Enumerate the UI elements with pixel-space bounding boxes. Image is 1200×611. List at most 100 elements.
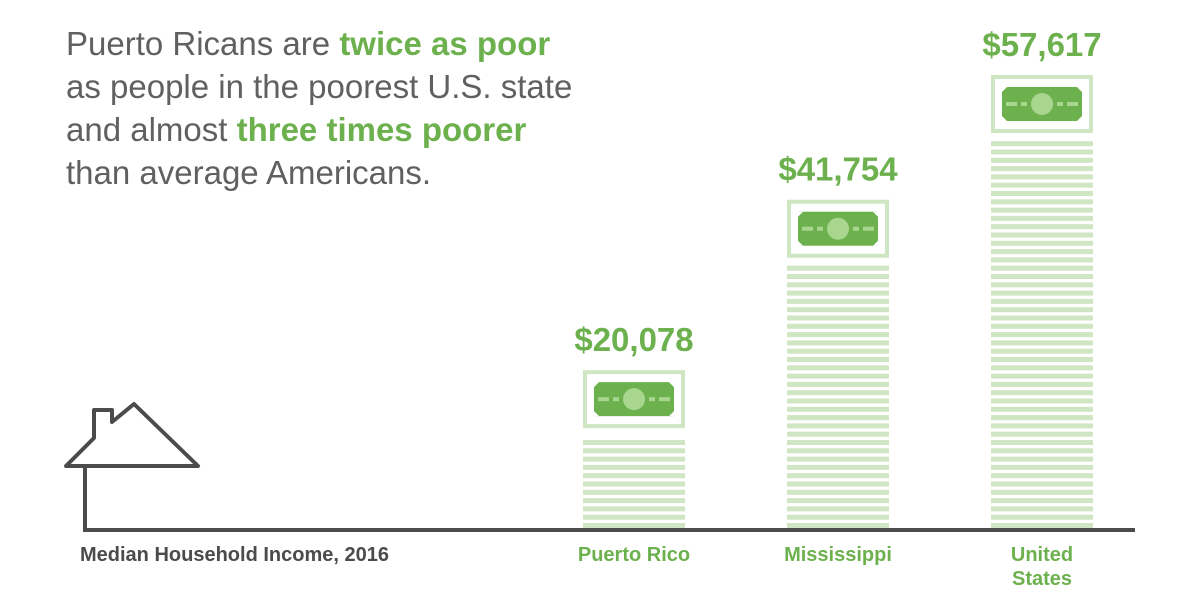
bill-stack-line [991,323,1093,329]
bill-stack-line [787,365,889,371]
bill-stack-line [991,282,1093,288]
bill-stack-line [991,174,1093,180]
bill-stack-line [787,431,889,437]
bill-stack-line [991,257,1093,263]
headline-text-2: as people in the poorest U.S. state [66,68,573,105]
tick-label-line: Mississippi [784,544,892,566]
headline-highlight-1: twice as poor [339,25,551,62]
bill-stack-line [787,415,889,421]
bill-stack-line [991,199,1093,205]
tick-label-line: Puerto Rico [578,544,690,566]
bill-stack-line [991,473,1093,479]
bill-left-dot [1021,102,1027,106]
bill-stack-line [991,307,1093,313]
bill-stack-line [787,514,889,520]
bill-stack-line [991,464,1093,470]
bill-stack-line [991,523,1093,528]
bill-stack-line [583,456,685,462]
bill-stack-line [991,456,1093,462]
bill-stack-line [991,215,1093,221]
tick-label-line: United [1011,544,1073,566]
x-tick-label-3: United States [1011,544,1073,590]
bill-right-dot [649,397,655,402]
bill-stack-line [991,166,1093,172]
bill-stack-line [787,373,889,379]
value-label-3: $57,617 [982,26,1101,63]
bill-stack-line [991,398,1093,404]
bill-stack-line [991,348,1093,354]
bar-1 [583,370,685,528]
value-label-1: $20,078 [574,321,693,358]
bill-stack-line [787,290,889,296]
bill-stack-line [991,340,1093,346]
bill-stack-line [787,498,889,504]
bill-center-circle [827,217,849,240]
bill-stack-line [583,481,685,487]
bill-stack-line [787,448,889,454]
bill-stack-line [991,332,1093,338]
bill-stack-line [991,489,1093,495]
bill-stack-line [787,340,889,346]
bill-stack-line [787,390,889,396]
x-tick-label-1: Puerto Rico [578,544,690,566]
bill-stack-line [991,274,1093,279]
bill-stack-line [991,498,1093,504]
bill-stack-line [991,191,1093,196]
x-tick-label-2: Mississippi [784,544,892,566]
bill-stack-line [787,406,889,412]
x-tick-labels: Puerto Rico Mississippi United States [578,544,1073,590]
headline-text-1: Puerto Ricans are [66,25,340,62]
bill-left-dot [613,397,619,402]
bill-stack-line [991,365,1093,371]
bar-3 [991,75,1093,528]
bill-stack-line [583,473,685,479]
bill-stack-line [583,440,685,445]
bill-stack-line [787,348,889,354]
bill-center-circle [623,388,645,411]
value-label-2: $41,754 [778,151,898,188]
bill-stack-line [787,265,889,271]
bill-stack-line [991,265,1093,271]
value-labels: $20,078 $41,754 $57,617 [574,26,1101,358]
bill-stack-line [787,473,889,479]
bill-stack-line [991,224,1093,230]
bill-stack-line [991,440,1093,445]
bill-stack-line [991,506,1093,512]
bill-stack-line [991,315,1093,321]
bill-stack-line [787,315,889,321]
bill-stack-line [787,523,889,528]
headline: Puerto Ricans are twice as poor as peopl… [66,22,586,194]
bill-stack-line [787,357,889,362]
bill-stack-line [787,464,889,470]
bill-stack-line [787,307,889,313]
bill-stack-line [787,381,889,387]
bill-stack-line [787,489,889,495]
bill-stack-line [583,448,685,454]
bill-stack-line [991,232,1093,238]
x-axis-label: Median Household Income, 2016 [80,544,389,566]
bill-stack-line [787,398,889,404]
bill-stack-line [991,141,1093,147]
bill-stack-line [991,481,1093,487]
bars-group [583,75,1093,528]
bill-stack-line [991,373,1093,379]
bill-stack-line [991,207,1093,213]
bill-stack-line [787,332,889,338]
bill-stack-line [991,415,1093,421]
bill-stack-line [583,523,685,528]
bill-stack-line [991,423,1093,429]
headline-text-3: and almost [66,111,237,148]
bill-stack-line [583,506,685,512]
house-outline-icon [64,402,200,530]
bill-stack-line [787,506,889,512]
bill-stack-line [583,498,685,504]
bill-right-dot [853,226,859,231]
bill-stack-line [991,149,1093,155]
bill-stack-line [991,381,1093,387]
bill-stack-line [991,431,1093,437]
bill-stack-line [991,290,1093,296]
bill-stack-line [991,298,1093,304]
bill-stack-line [787,440,889,445]
tick-label-line: States [1012,568,1072,590]
